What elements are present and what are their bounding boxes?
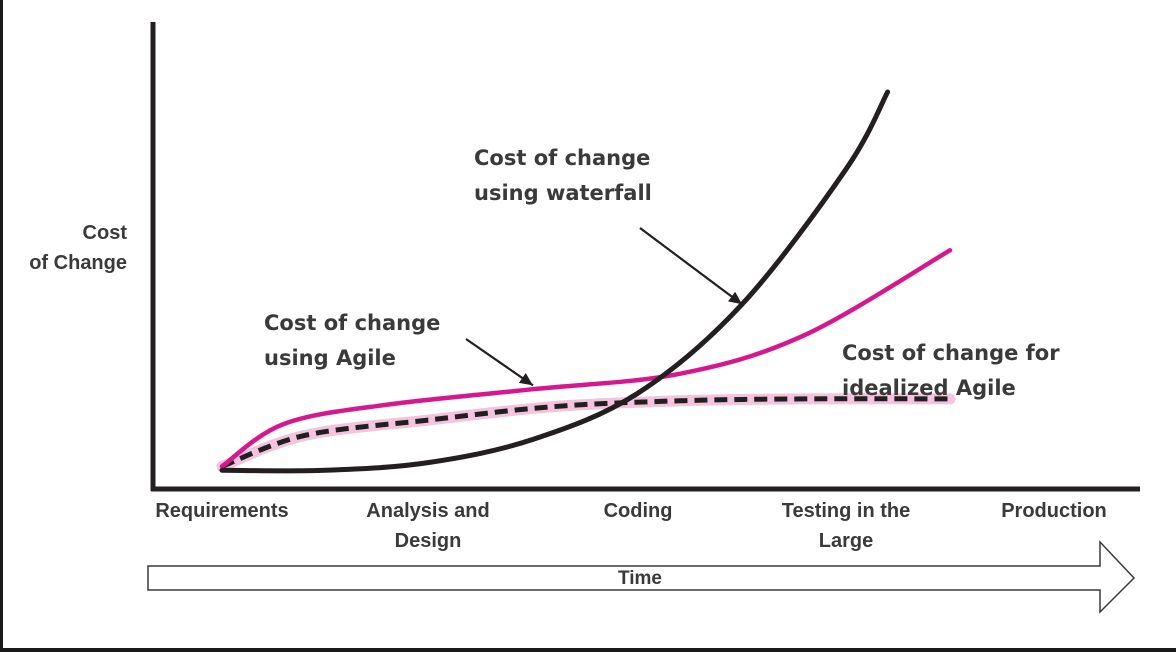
annotation-arrowhead bbox=[727, 291, 742, 305]
series-agile-line bbox=[219, 248, 953, 469]
x-tick-label: Testing in the bbox=[782, 500, 911, 522]
annotation-text: Cost of change for bbox=[842, 341, 1060, 365]
annotation-text: idealized Agile bbox=[842, 376, 1016, 400]
svg-text:of Change: of Change bbox=[29, 252, 127, 274]
x-tick-label: Design bbox=[395, 530, 462, 552]
annotation-text: using Agile bbox=[264, 346, 396, 370]
x-tick-label: Coding bbox=[604, 500, 673, 522]
time-arrow: Time bbox=[147, 540, 1136, 614]
x-axis-label: Time bbox=[618, 568, 662, 589]
series-idealized-line bbox=[221, 396, 951, 469]
annotation-arrow-line bbox=[639, 227, 743, 306]
annotation-arrow-line bbox=[465, 338, 534, 387]
series-lines bbox=[216, 89, 956, 474]
annotation-text: Cost of change bbox=[474, 146, 650, 170]
series-waterfall-line bbox=[219, 89, 891, 474]
x-tick-labels: Requirements Analysis and Design Coding Test… bbox=[155, 500, 1106, 552]
annotation-waterfall: Cost of change using waterfall bbox=[474, 146, 743, 306]
time-arrow-shape bbox=[147, 540, 1136, 614]
x-tick-label: Production bbox=[1001, 500, 1107, 522]
annotation-agile: Cost of change using Agile bbox=[264, 311, 534, 387]
annotation-text: using waterfall bbox=[474, 181, 652, 205]
series-idealized-glow bbox=[216, 393, 956, 472]
svg-text:Cost: Cost bbox=[83, 222, 128, 244]
x-tick-label: Requirements bbox=[155, 500, 288, 522]
annotation-arrowhead bbox=[518, 373, 533, 386]
annotation-text: Cost of change bbox=[264, 311, 440, 335]
y-axis-label: Cost of Change bbox=[29, 222, 127, 274]
annotation-idealized: Cost of change for idealized Agile bbox=[842, 341, 1060, 400]
x-tick-label: Large bbox=[819, 530, 873, 552]
x-tick-label: Analysis and bbox=[366, 500, 489, 522]
